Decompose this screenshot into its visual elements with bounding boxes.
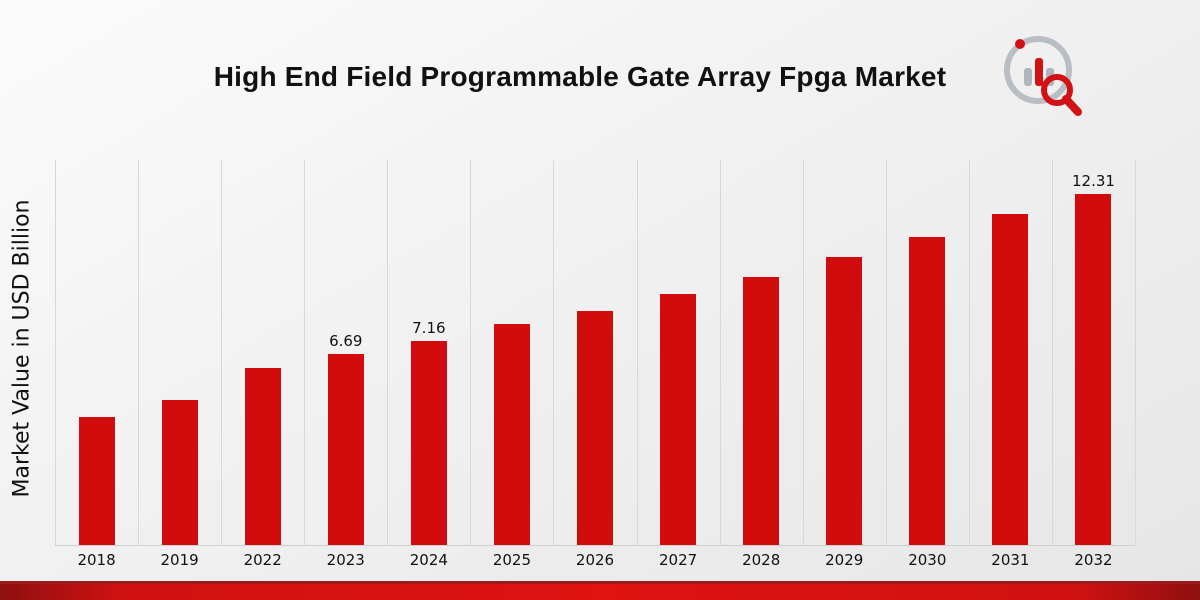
gridline bbox=[1051, 160, 1053, 545]
x-tick-label: 2032 bbox=[1074, 551, 1113, 569]
bar-value-label: 6.69 bbox=[329, 332, 363, 350]
bar bbox=[410, 341, 447, 545]
ribbon-dark-line bbox=[0, 581, 1200, 584]
bar-column: 7.16 bbox=[387, 160, 470, 545]
bar bbox=[743, 277, 780, 545]
gridline bbox=[1135, 160, 1136, 545]
x-tick-label: 2030 bbox=[908, 551, 947, 569]
bottom-ribbon bbox=[0, 581, 1200, 600]
bar-column: 12.31 bbox=[1052, 160, 1135, 545]
gridline bbox=[304, 160, 306, 545]
bar-column bbox=[470, 160, 553, 545]
x-tick-label: 2024 bbox=[409, 551, 448, 569]
gridline bbox=[636, 160, 638, 545]
bar bbox=[493, 324, 530, 545]
bar-column bbox=[720, 160, 803, 545]
bar-value-label: 7.16 bbox=[412, 319, 446, 337]
x-tick-label: 2022 bbox=[243, 551, 282, 569]
y-axis-label: Market Value in USD Billion bbox=[9, 199, 35, 498]
bar bbox=[826, 257, 863, 545]
gridline bbox=[221, 160, 223, 545]
bar-column bbox=[55, 160, 138, 545]
bar-column: 6.69 bbox=[304, 160, 387, 545]
bar-column bbox=[803, 160, 886, 545]
bar bbox=[78, 417, 115, 545]
x-tick-label: 2027 bbox=[658, 551, 698, 569]
ribbon-red-band bbox=[0, 584, 1200, 600]
bar-column bbox=[637, 160, 720, 545]
bar-column bbox=[221, 160, 304, 545]
bar bbox=[660, 294, 697, 545]
bar-column bbox=[886, 160, 969, 545]
gridline bbox=[55, 160, 56, 545]
chart-title: High End Field Programmable Gate Array F… bbox=[213, 60, 947, 92]
bar-value-label: 12.31 bbox=[1072, 172, 1115, 190]
bar-column bbox=[969, 160, 1052, 545]
x-tick-label: 2029 bbox=[825, 551, 864, 569]
gridline bbox=[719, 160, 721, 545]
bar bbox=[1075, 194, 1112, 545]
bar bbox=[992, 214, 1029, 545]
x-axis-tick-labels: 2018 2019 2022 2023 2024 2025 2026 2027 2028 2029… bbox=[55, 551, 1135, 569]
x-tick-label: 2019 bbox=[160, 551, 199, 569]
x-tick-label: 2026 bbox=[575, 551, 615, 569]
gridline bbox=[885, 160, 887, 545]
bar bbox=[327, 354, 364, 545]
bar-column bbox=[553, 160, 636, 545]
x-tick-label: 2028 bbox=[742, 551, 781, 569]
gridline bbox=[553, 160, 555, 545]
x-tick-label: 2031 bbox=[991, 551, 1030, 569]
gridline bbox=[802, 160, 804, 545]
bar bbox=[577, 311, 613, 545]
gridline bbox=[138, 160, 140, 545]
gridline bbox=[470, 160, 472, 545]
plot-area: 6.69 7.16 12.31 bbox=[55, 160, 1136, 546]
x-tick-label: 2025 bbox=[492, 551, 532, 569]
x-tick-label: 2018 bbox=[77, 551, 116, 569]
bar bbox=[909, 237, 946, 545]
x-tick-label: 2023 bbox=[326, 551, 365, 569]
bar bbox=[161, 400, 198, 545]
brand-logo-icon bbox=[993, 28, 1088, 120]
bar bbox=[244, 368, 281, 545]
gridline bbox=[968, 160, 970, 545]
gridline bbox=[387, 160, 389, 545]
bar-column bbox=[138, 160, 221, 545]
